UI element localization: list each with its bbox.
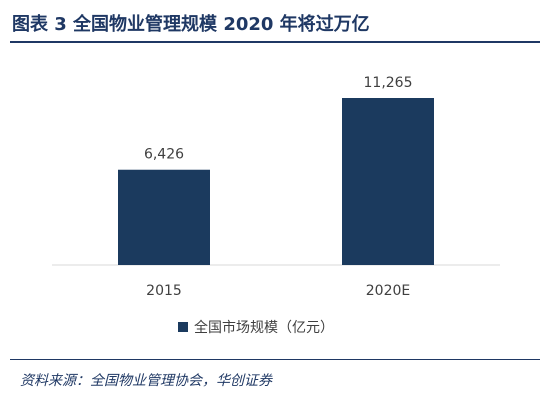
bar-2020E <box>342 98 434 265</box>
chart-title: 图表 3 全国物业管理规模 2020 年将过万亿 <box>12 14 370 35</box>
source-divider <box>10 359 540 360</box>
x-tick-label-2015: 2015 <box>146 283 182 299</box>
legend-label: 全国市场规模（亿元） <box>194 320 334 336</box>
data-label-2015: 6,426 <box>144 147 184 163</box>
legend: 全国市场规模（亿元） <box>178 317 334 337</box>
x-tick-label-2020E: 2020E <box>366 283 410 299</box>
bar-2015 <box>118 169 210 265</box>
data-label-2020E: 11,265 <box>364 75 413 91</box>
legend-swatch <box>178 322 188 332</box>
source-note: 资料来源：全国物业管理协会，华创证券 <box>20 373 272 389</box>
title-underline <box>10 41 540 43</box>
